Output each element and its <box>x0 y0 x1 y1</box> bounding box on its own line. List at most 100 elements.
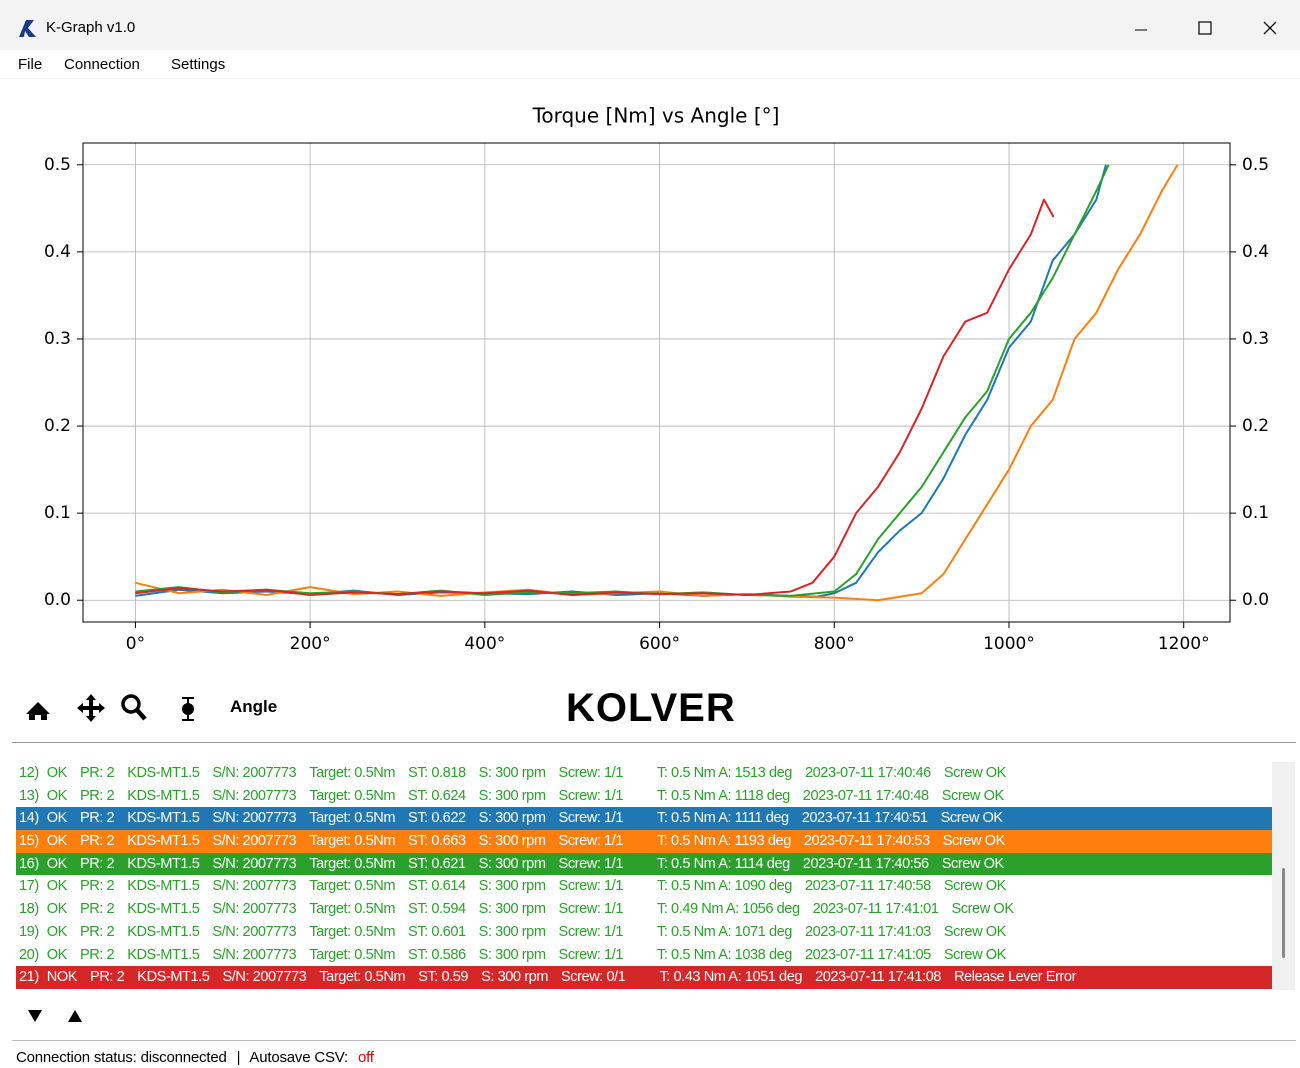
status-bar: Connection status: disconnected | Autosa… <box>16 1049 380 1066</box>
row-field: 13) <box>19 787 39 804</box>
result-row[interactable]: 14) OK PR: 2 KDS-MT1.5 S/N: 2007773 Target: 0… <box>16 807 1272 831</box>
chart-title: Torque [Nm] vs Angle [°] <box>532 104 780 128</box>
menu-item[interactable]: File <box>18 56 43 73</box>
row-field: ST: 0.59 <box>418 969 469 986</box>
row-field: 2023-07-11 17:41:05 <box>804 946 931 963</box>
separator: | <box>236 1049 241 1066</box>
maximize-button[interactable] <box>1198 21 1212 35</box>
row-field: OK <box>46 878 68 895</box>
row-field: ST: 0.818 <box>408 765 466 781</box>
row-field: Screw: 1/1 <box>558 787 624 804</box>
result-row[interactable]: 13) OK PR: 2 KDS-MT1.5 S/N: 2007773 Target: 0… <box>16 785 1272 808</box>
row-field: KDS-MT1.5 <box>127 833 200 850</box>
row-field: Screw: 1/1 <box>558 923 624 940</box>
row-field: 20) <box>19 946 39 963</box>
window-controls[interactable] <box>1120 0 1300 50</box>
app-icon <box>19 20 36 37</box>
result-row[interactable]: 20) OK PR: 2 KDS-MT1.5 S/N: 2007773 Target: 0… <box>16 944 1272 967</box>
row-field: Target: 0.5Nm <box>309 923 396 940</box>
up-button[interactable] <box>68 1010 82 1022</box>
series-line <box>135 164 1107 598</box>
row-field: ST: 0.621 <box>408 855 466 872</box>
y2-tick-label: 0.5 <box>1242 155 1269 175</box>
row-field: PR: 2 <box>79 946 115 963</box>
subplots-button[interactable] <box>182 697 194 721</box>
row-field: OK <box>46 787 68 804</box>
pan-button[interactable] <box>77 694 105 722</box>
row-field: Screw: 1/1 <box>558 901 624 918</box>
row-field: Target: 0.5Nm <box>309 833 396 850</box>
menu-item[interactable]: Settings <box>171 56 226 73</box>
row-field: T: 0.5 Nm A: 1513 deg <box>657 765 792 781</box>
row-field: S: 300 rpm <box>478 923 546 940</box>
row-field: T: 0.5 Nm A: 1114 deg <box>657 855 790 872</box>
home-button[interactable] <box>26 702 50 720</box>
result-row[interactable]: 16) OK PR: 2 KDS-MT1.5 S/N: 2007773 Target: 0… <box>16 852 1272 876</box>
y2-tick-label: 0.2 <box>1242 416 1269 436</box>
row-field: Target: 0.5Nm <box>309 946 396 963</box>
scrollbar-thumb[interactable] <box>1282 868 1285 958</box>
row-field: Screw: 1/1 <box>558 878 624 895</box>
row-field: PR: 2 <box>79 833 115 850</box>
row-field: ST: 0.601 <box>408 923 466 940</box>
row-field: S: 300 rpm <box>478 765 546 781</box>
row-field: Screw OK <box>943 923 1007 940</box>
down-button[interactable] <box>28 1010 42 1022</box>
row-field: NOK <box>46 969 78 986</box>
row-field: OK <box>46 765 68 781</box>
row-field: S/N: 2007773 <box>212 787 297 804</box>
y-tick-label: 0.1 <box>44 503 71 523</box>
row-field: KDS-MT1.5 <box>127 946 200 963</box>
window-title: K-Graph v1.0 <box>46 19 136 36</box>
row-field: 2023-07-11 17:40:46 <box>804 765 931 781</box>
row-field: KDS-MT1.5 <box>127 901 200 918</box>
row-field: S/N: 2007773 <box>212 833 297 850</box>
result-row[interactable]: 17) OK PR: 2 KDS-MT1.5 S/N: 2007773 Target: 0… <box>16 875 1272 898</box>
result-row[interactable]: 15) OK PR: 2 KDS-MT1.5 S/N: 2007773 Target: 0… <box>16 830 1272 853</box>
x-tick-label: 600° <box>639 634 680 654</box>
row-field: S: 300 rpm <box>478 878 546 895</box>
row-field: T: 0.5 Nm A: 1071 deg <box>657 923 792 940</box>
row-field: Screw OK <box>951 901 1015 918</box>
row-field: S/N: 2007773 <box>212 946 297 963</box>
axis-mode-label[interactable]: Angle <box>230 697 278 716</box>
row-field: Screw: 0/1 <box>560 969 626 986</box>
row-field: 2023-07-11 17:41:08 <box>815 969 941 986</box>
row-field: 14) <box>19 810 39 827</box>
row-field: S: 300 rpm <box>478 810 546 827</box>
result-row[interactable]: 18) OK PR: 2 KDS-MT1.5 S/N: 2007773 Target: 0… <box>16 898 1272 921</box>
row-field: T: 0.43 Nm A: 1051 deg <box>659 969 803 986</box>
toolbar-icons <box>26 694 194 722</box>
row-field: T: 0.5 Nm A: 1193 deg <box>657 833 791 850</box>
series-line <box>135 164 1110 597</box>
y-tick-label: 0.0 <box>44 590 71 610</box>
row-field: S: 300 rpm <box>478 946 546 963</box>
row-field: ST: 0.622 <box>408 810 466 827</box>
row-field: 21) <box>19 969 39 986</box>
row-field: S/N: 2007773 <box>222 969 307 986</box>
row-field: KDS-MT1.5 <box>127 878 200 895</box>
autosave-label: Autosave CSV: <box>249 1049 348 1066</box>
row-field: Screw OK <box>942 833 1006 850</box>
row-field: S/N: 2007773 <box>212 878 297 895</box>
result-row[interactable]: 21) NOK PR: 2 KDS-MT1.5 S/N: 2007773 Target: … <box>16 966 1272 989</box>
close-button[interactable] <box>1263 21 1277 35</box>
x-tick-label: 0° <box>126 634 145 654</box>
results-list: 12) OK PR: 2 KDS-MT1.5 S/N: 2007773 Target: 0… <box>16 762 1272 990</box>
row-field: OK <box>46 810 68 827</box>
menu-item[interactable]: Connection <box>64 56 140 73</box>
row-field: ST: 0.586 <box>408 946 466 963</box>
series-line <box>135 198 1055 597</box>
result-row[interactable]: 19) OK PR: 2 KDS-MT1.5 S/N: 2007773 Target: 0… <box>16 921 1272 944</box>
zoom-button[interactable] <box>121 694 147 721</box>
row-field: T: 0.5 Nm A: 1118 deg <box>657 787 790 804</box>
row-field: S: 300 rpm <box>478 833 546 850</box>
row-field: Screw: 1/1 <box>558 855 624 872</box>
scrollbar[interactable] <box>1272 762 1295 990</box>
y-tick-label: 0.5 <box>44 155 71 175</box>
row-field: 2023-07-11 17:41:01 <box>812 901 939 918</box>
chart: Torque [Nm] vs Angle [°] 0° 200° 400° 600° 8… <box>44 104 1269 655</box>
result-row[interactable]: 12) OK PR: 2 KDS-MT1.5 S/N: 2007773 Target: 0… <box>16 762 1272 785</box>
row-field: ST: 0.624 <box>408 787 466 804</box>
